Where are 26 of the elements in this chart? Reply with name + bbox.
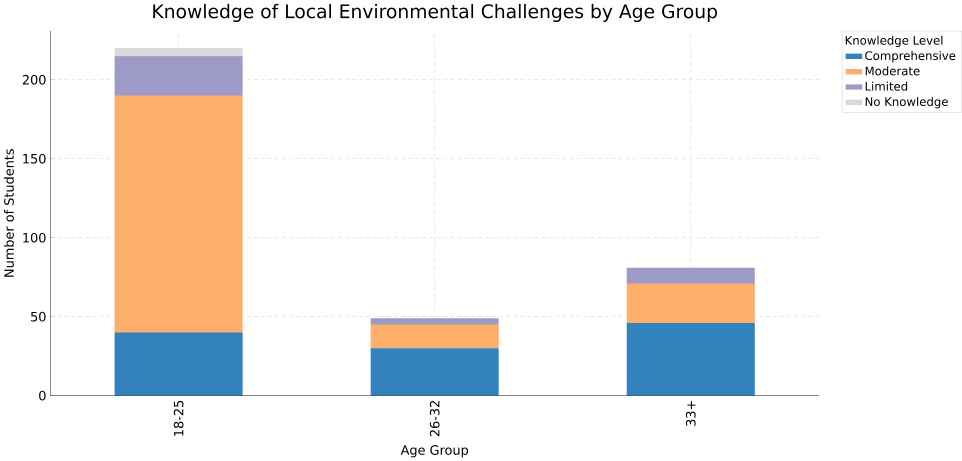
bar [370, 324, 499, 348]
bar [370, 318, 499, 324]
y-tick-label: 50 [31, 312, 46, 322]
bar [370, 348, 499, 396]
y-tick-label: 150 [23, 154, 46, 164]
legend-label: Comprehensive [865, 50, 956, 62]
bar [114, 48, 243, 56]
chart-title: Knowledge of Local Environmental Challenges by Age Group [153, 4, 717, 22]
y-tick-label: 0 [39, 390, 46, 400]
bar [114, 95, 243, 332]
y-tick-label: 100 [23, 232, 46, 242]
bar [626, 283, 755, 323]
x-tick-label: 18-25 [174, 400, 184, 436]
bar [114, 332, 243, 396]
y-tick-label: 200 [22, 74, 46, 84]
y-axis-title: Number of Students [4, 148, 14, 277]
legend-title: Knowledge Level [846, 36, 942, 47]
legend-label: Limited [866, 82, 908, 91]
bar [626, 322, 755, 396]
bar [114, 56, 243, 96]
legend-label: Moderate [866, 66, 920, 76]
legend-label: No Knowledge [866, 96, 948, 108]
x-tick-label: 33+ [686, 400, 696, 426]
x-tick-label: 26-32 [430, 400, 440, 436]
bar [626, 268, 755, 284]
x-axis-title: Age Group [400, 445, 468, 458]
